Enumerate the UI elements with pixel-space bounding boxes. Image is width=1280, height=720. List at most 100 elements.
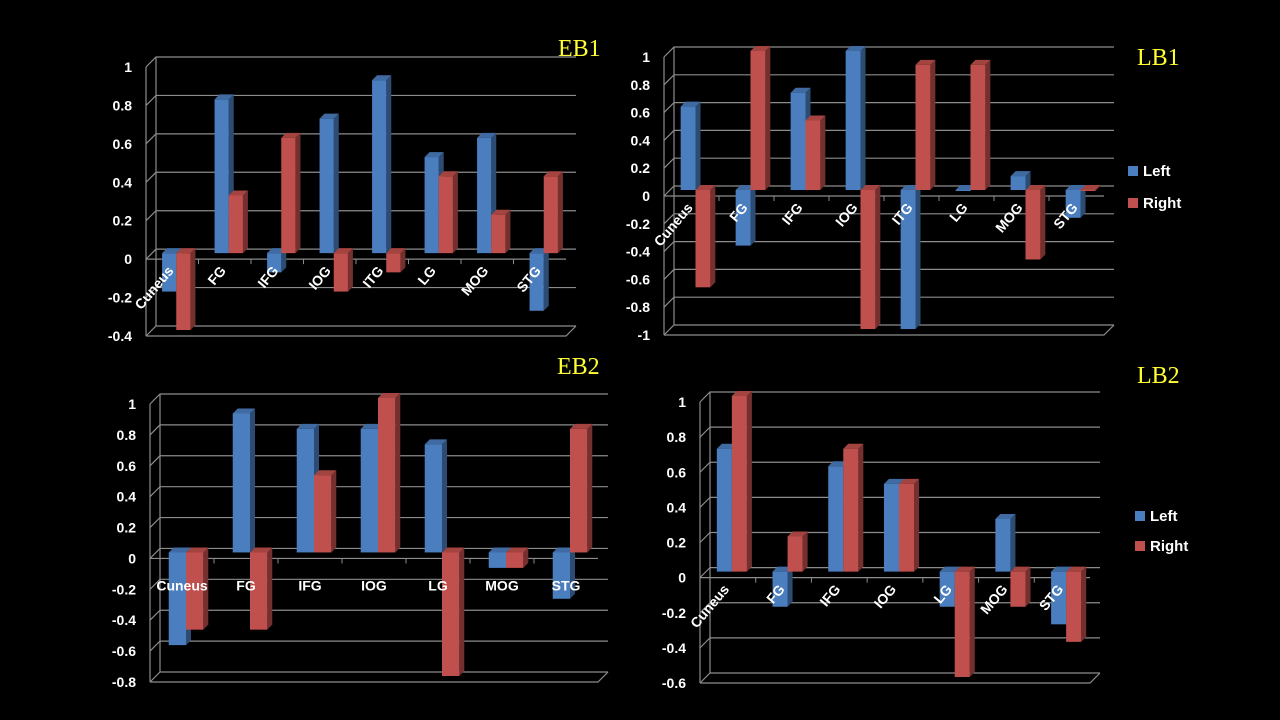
bar-side — [985, 59, 991, 191]
bar-front — [333, 253, 348, 292]
bar-front — [1010, 176, 1026, 190]
x-category-label: FG — [204, 263, 229, 288]
bar-front — [731, 396, 747, 572]
bar-front — [319, 118, 334, 254]
gridline — [149, 671, 608, 683]
bar-right — [1025, 185, 1046, 260]
legend-label: Right — [1143, 195, 1181, 212]
bar-side — [505, 209, 511, 254]
bar-left — [552, 547, 575, 599]
bar-front — [491, 214, 506, 254]
bar-side — [386, 75, 392, 254]
bar-left — [845, 46, 866, 190]
y-tick-label: -0.4 — [662, 640, 686, 656]
x-category-label: STG — [552, 577, 581, 593]
bar-top — [424, 152, 444, 158]
bar-left — [1010, 171, 1031, 190]
gridline — [145, 133, 576, 145]
gridline — [663, 185, 1114, 197]
y-tick-label: 0.4 — [113, 174, 133, 190]
bar-side — [969, 566, 975, 677]
bar-top — [1065, 185, 1086, 190]
gridline — [663, 241, 1114, 253]
bar-front — [735, 190, 751, 246]
bar-right — [731, 391, 752, 572]
bar-front — [1010, 571, 1026, 607]
x-category-label: IFG — [816, 581, 843, 609]
x-category-label: Cuneus — [156, 577, 208, 593]
x-category-label: IFG — [779, 200, 806, 228]
bar-top — [570, 423, 593, 429]
bar-side — [190, 248, 196, 330]
bar-side — [746, 391, 752, 572]
y-tick-label: -0.4 — [626, 244, 650, 260]
bar-side — [1040, 185, 1046, 260]
bar-front — [424, 444, 442, 553]
bar-right — [899, 478, 920, 572]
gridline — [699, 426, 1100, 438]
bar-front — [680, 106, 696, 190]
bar-top — [228, 190, 248, 196]
bar-right — [442, 547, 465, 676]
bar-front — [970, 64, 986, 190]
bar-front — [214, 99, 229, 254]
legend-swatch — [1135, 511, 1145, 521]
bar-top — [186, 547, 209, 553]
bar-top — [168, 547, 191, 553]
gridline — [145, 248, 576, 260]
gridline — [149, 609, 608, 621]
x-category-label: LG — [428, 577, 448, 593]
y-tick-label: -0.6 — [626, 271, 650, 287]
bar-side — [333, 113, 339, 254]
bar-side — [1025, 171, 1031, 190]
legend-item-right: Right — [1135, 538, 1188, 555]
bar-top — [939, 566, 960, 572]
bar-front — [228, 195, 243, 254]
y-tick-label: -1 — [638, 327, 651, 343]
bar-side — [1010, 513, 1016, 572]
bar-top — [828, 461, 849, 467]
bar-left — [995, 513, 1016, 572]
x-category-label: MOG — [458, 263, 492, 299]
bar-front — [168, 552, 186, 646]
bar-front — [955, 190, 971, 191]
bar-front — [1025, 190, 1041, 260]
y-tick-label: 0.2 — [631, 160, 651, 176]
bar-side — [295, 132, 301, 254]
bar-top — [543, 171, 563, 177]
gridline — [145, 94, 576, 106]
legend-label: Left — [1150, 508, 1178, 525]
y-tick-label: 0 — [128, 550, 136, 566]
gridline — [699, 672, 1100, 684]
bar-side — [203, 547, 209, 630]
bar-right — [281, 132, 301, 254]
bar-top — [281, 132, 301, 138]
bar-front — [162, 253, 177, 292]
legend-label: Left — [1143, 163, 1171, 180]
floor-edge — [146, 325, 577, 337]
chart-title: LB1 — [1137, 45, 1180, 71]
y-tick-label: 0.6 — [113, 136, 133, 152]
x-category-label: IOG — [361, 577, 387, 593]
bar-front — [281, 137, 296, 254]
bar-front — [506, 552, 524, 568]
x-category-label: LG — [946, 200, 971, 225]
legend-swatch — [1128, 166, 1138, 176]
bar-front — [232, 413, 250, 553]
bar-side — [452, 171, 458, 254]
y-tick-label: -0.8 — [626, 299, 650, 315]
bar-top — [716, 443, 737, 449]
bar-front — [543, 176, 558, 254]
bar-top — [176, 248, 196, 254]
bar-top — [954, 566, 975, 572]
bar-front — [860, 190, 876, 329]
bar-front — [176, 253, 191, 330]
bar-top — [438, 171, 458, 177]
gridline — [145, 210, 576, 222]
bar-side — [395, 393, 401, 553]
bar-right — [378, 393, 401, 553]
floor-edge — [700, 672, 1101, 684]
bar-right — [543, 171, 563, 254]
y-tick-label: 0.2 — [113, 213, 133, 229]
